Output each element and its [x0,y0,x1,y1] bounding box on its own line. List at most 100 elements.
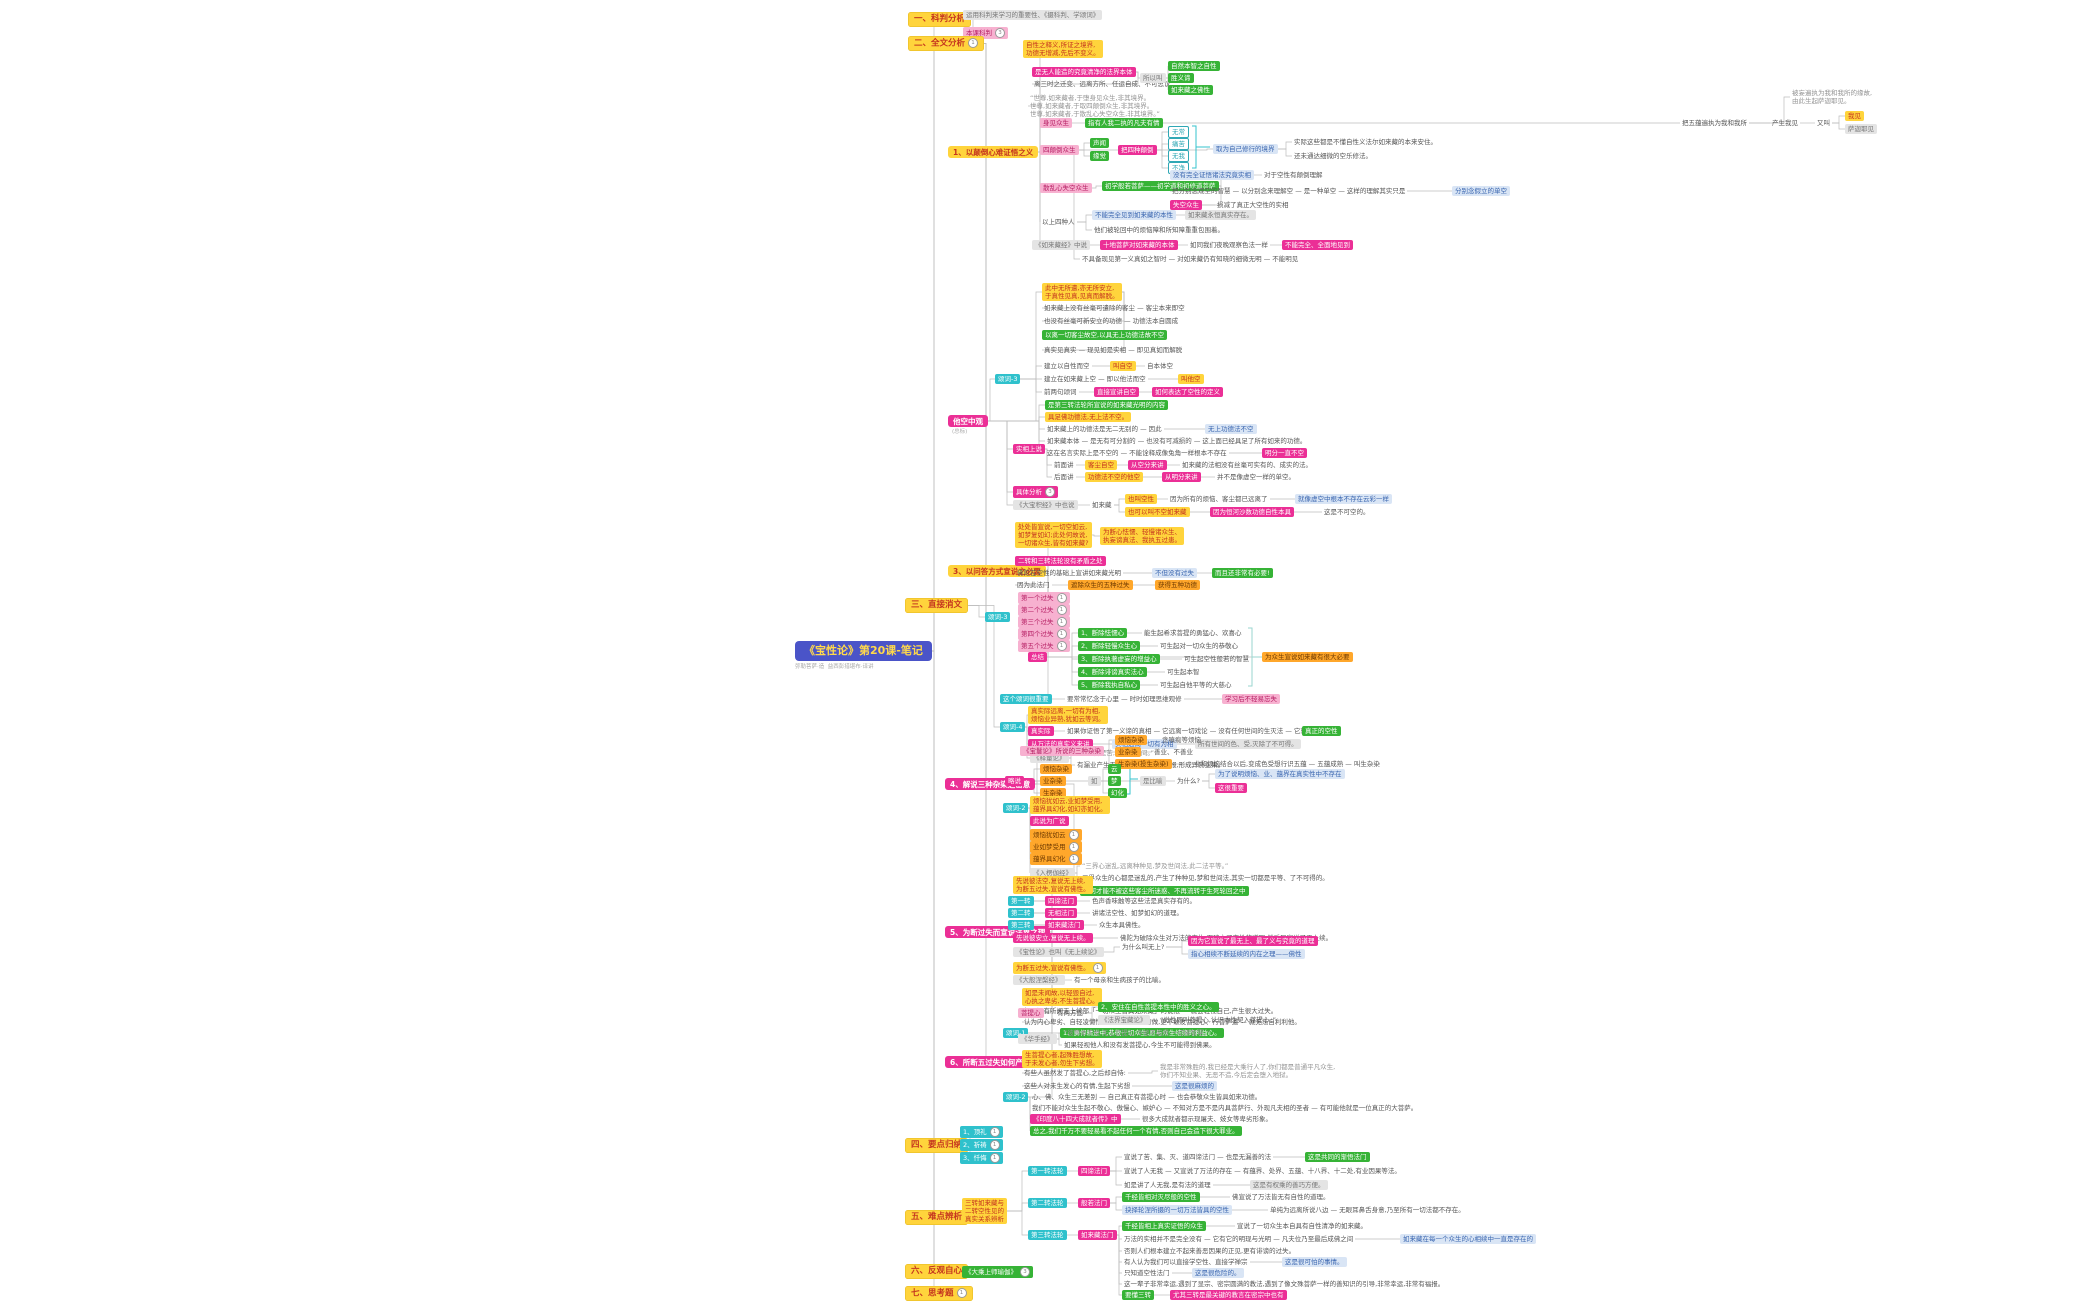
mindmap-node[interactable]: 这是很可怕的事情。 [1282,1257,1347,1268]
mindmap-node[interactable]: 如同我们夜晚观察色法一样 [1190,241,1268,249]
mindmap-node[interactable]: 三界众生的心都是迷乱的,产生了种种见,梦和世间法,其实一切都是平等、了不可得的。 [1082,874,1329,882]
main-branch-2[interactable]: 二、全文分析 1 [908,36,985,52]
mindmap-node[interactable]: 千经皆相上真实证悟的众生 [1122,1221,1206,1232]
mindmap-node[interactable]: 十地菩萨对如来藏的本体 [1100,240,1178,251]
mindmap-node[interactable]: 损减了真正大空性的实相 [1217,201,1289,209]
mindmap-node[interactable]: 胜义谛 [1168,73,1194,84]
mindmap-node[interactable]: 失空众生 [1170,200,1202,211]
mindmap-node[interactable]: 烦恼杂染 [1040,764,1072,775]
mindmap-node[interactable]: 指心相续不断延续的内在之理——佛性 [1188,949,1305,960]
mindmap-node[interactable]: 这在名言实际上是不空的 — 不能诠释成像兔角一样根本不存在 [1047,449,1227,457]
mindmap-node[interactable]: 业杂染 [1040,776,1066,787]
mindmap-node[interactable]: 总之,我们千万不要轻易看不起任何一个有情,否则自己会造下很大罪业。 [1030,1126,1242,1137]
mindmap-node[interactable]: 因为此法门 [1017,581,1050,589]
mindmap-node[interactable]: 我见 [1845,111,1864,122]
collapse-badge[interactable]: 1 [1068,842,1079,852]
mindmap-node[interactable]: 有一个母亲和生病孩子的比喻。 [1074,976,1165,984]
mindmap-node[interactable]: 如 [1088,776,1101,787]
mindmap-node[interactable]: 《印度八十四大成就者传》中 [1030,1114,1121,1125]
mindmap-node[interactable]: 这是不可空的。 [1324,508,1370,516]
mindmap-node[interactable]: 烦恼杂染 [1115,735,1147,746]
mindmap-node[interactable]: 5、断除我执自私心 [1078,680,1141,691]
mindmap-node[interactable]: 佛陀在空性的基础上宣讲如来藏光明 [1017,569,1121,577]
mindmap-node[interactable]: 可生起对一切众生的恭敬心 [1160,642,1238,650]
mindmap-node[interactable]: 这是有权乘的善巧方便。 [1250,1180,1328,1191]
collapse-badge[interactable]: 1 [989,1140,1000,1150]
mindmap-node[interactable]: 为什么? [1177,777,1200,785]
mindmap-node[interactable]: 《宝性论》也叫《无上续论》 [1013,947,1104,958]
mindmap-node[interactable]: 把五蕴遍执为我和我所 [1682,119,1747,127]
mindmap-node[interactable]: 是比喻 [1140,776,1166,787]
mindmap-node[interactable]: 这很重要 [1215,783,1247,794]
mindmap-node[interactable]: 色声香味触等这些法是真实存有的。 [1092,897,1196,905]
mindmap-node[interactable]: 云 [1108,764,1121,775]
mindmap-node[interactable]: 《法界宝藏论》 [1098,1015,1150,1026]
collapse-badge[interactable]: 1 [1068,854,1079,864]
mindmap-node[interactable]: 也没有丝毫可新安立的功德 — 功德法本自圆成 [1044,317,1179,325]
mindmap-node[interactable]: 只知道空性法门 [1124,1269,1170,1277]
mindmap-node[interactable]: 此中无所遣,亦无所安立, 于真性见真,见真而解脱。 [1042,283,1122,302]
mindmap-node[interactable]: 四谛法门 [1045,896,1077,907]
mindmap-node[interactable]: 心、佛、众生三无差别 — 自己真正有菩提心时 — 也会恭敬众生皆具如来功德。 [1032,1093,1262,1101]
mindmap-node[interactable]: 生杂染(投生杂染) [1115,759,1172,770]
mindmap-node[interactable]: 如来藏的法相没有丝毫可实有的、成实的法。 [1182,461,1312,469]
mindmap-node[interactable]: 贪嗔痴等烦恼 [1162,736,1201,744]
mindmap-node[interactable]: 第二个过失 1 [1018,604,1070,616]
mindmap-node[interactable]: 自性之释义,所证之境界, 功德无增减,先后不变义。 [1023,40,1103,59]
mindmap-node[interactable]: 我们不能对众生生起不敬心、傲慢心、嫉妒心 — 不知对方是不是内具菩萨行、外现凡夫… [1032,1104,1418,1112]
mindmap-node[interactable]: 此说为广说 [1030,816,1069,827]
mindmap-node[interactable]: 也可以叫不空如来藏 [1125,507,1190,518]
mindmap-node[interactable]: 为断五过失,宣说有佛性。 1 [1013,962,1106,974]
subtitle[interactable]: 弥勒菩萨·造 益西彭措堪布·译讲 [795,664,874,670]
mindmap-node[interactable]: 具体分析 3 [1013,486,1058,498]
collapse-badge[interactable]: 1 [956,1288,967,1298]
mindmap-node[interactable]: 千经皆相对灭尽般的空性 [1122,1192,1200,1203]
mindmap-node[interactable]: 能生起希求菩提的勇猛心、欢喜心 [1144,629,1242,637]
mindmap-node[interactable]: 真正的空性 [1302,726,1341,737]
mindmap-node[interactable]: 产生我见 [1772,119,1798,127]
mindmap-node[interactable]: 如来藏法门 [1045,920,1084,931]
mindmap-node[interactable]: 处处皆宣说,一切空如云, 如梦复如幻;此处何故说, 一切诸众生,皆有如来藏? [1015,522,1092,549]
mindmap-node[interactable]: 叫他空 [1178,374,1204,385]
mindmap-node[interactable]: 以离一切客尘故空,以具无上功德法故不空 [1042,330,1168,341]
mindmap-node[interactable]: 离三时之迁变、远离方所、任运自成、不可思议 [1034,80,1171,88]
mindmap-node[interactable]: 无上功德法不空 [1205,424,1257,435]
mindmap-node[interactable]: 为了说明烦恼、业、蕴界在真实性中不存在 [1215,769,1345,780]
mindmap-node[interactable]: 烦恼犹如云 1 [1030,829,1082,841]
mindmap-node[interactable]: 先说彼法空,复说无上续, 为断五过失,宣说有佛性。 [1013,876,1093,895]
mindmap-node[interactable]: 因为恒河沙数功德自性本具 [1210,507,1294,518]
mindmap-node[interactable]: 不但没有过失 [1152,568,1197,579]
mindmap-node[interactable]: 讲诸法空性、如梦如幻的道理。 [1092,909,1183,917]
mindmap-node[interactable]: 3、忏悔 1 [960,1152,1003,1164]
collapse-badge[interactable]: 1 [1056,605,1067,615]
mindmap-node[interactable]: 遮除众生的五种过失 [1068,580,1133,591]
mindmap-node[interactable]: 如是讲了人无我,是有法的道理 [1124,1181,1211,1189]
collapse-badge[interactable]: 3 [1020,1267,1030,1277]
main-branch-5[interactable]: 五、难点辨析 [905,1210,969,1225]
main-branch-6[interactable]: 六、反观自心 [905,1264,969,1279]
mindmap-node[interactable]: 还未通达细微的空乐修法。 [1294,152,1372,160]
mindmap-node[interactable]: 建立在如来藏上空 — 即以他法而空 [1044,375,1146,383]
mindmap-node[interactable]: 宣说了苦、集、灭、道四谛法门 — 也是无漏善的法 [1124,1153,1272,1161]
sub-label[interactable]: (总标) [952,429,968,435]
mindmap-node[interactable]: 如来藏在每一个众生的心相续中一直是存在的 [1400,1234,1536,1245]
mindmap-node[interactable]: 梦 [1108,776,1121,787]
mindmap-node[interactable]: 烦恼犹如云,业如梦受用, 蕴界具幻化,如幻亦如化。 [1030,796,1110,815]
mindmap-node[interactable]: 1、断除怯懦心 [1078,628,1128,639]
mindmap-node[interactable]: 宣说了人无我 — 又宣说了万法的存在 — 有蕴界、处界、五蕴、十八界、十二处,有… [1124,1167,1401,1175]
mindmap-node[interactable]: 二转和三转法轮没有矛盾之处 [1015,556,1106,567]
collapse-badge[interactable]: 1 [968,38,979,48]
mindmap-node[interactable]: 第一个过失 1 [1018,592,1070,604]
mindmap-node[interactable]: 功德法不空的他空 [1085,472,1143,483]
collapse-badge[interactable]: 3 [995,28,1005,38]
mindmap-node[interactable]: “世尊,如来藏者,于堕身见众生,非其境界。 世尊,如来藏者,于取四颠倒众生,非其… [1030,94,1160,119]
mindmap-node[interactable]: 前两句颂词 [1044,388,1077,396]
mindmap-node[interactable]: 从明分来讲 [1162,472,1201,483]
mindmap-node[interactable]: 真实见真实 — 现见如是实相 — 即见真如而解脱 [1044,346,1183,354]
mindmap-node[interactable]: 前面讲 [1054,461,1074,469]
mindmap-node[interactable]: 颂词-1 [1003,1028,1029,1039]
mindmap-node[interactable]: 众生本具佛性。 [1099,921,1145,929]
mindmap-node[interactable]: 运用科判来学习的重要性、《摄科判、学颂词》 [963,10,1103,21]
mindmap-node[interactable]: 第一转 [1008,896,1034,907]
mindmap-node[interactable]: 这个颂词很重要 [1000,694,1052,705]
